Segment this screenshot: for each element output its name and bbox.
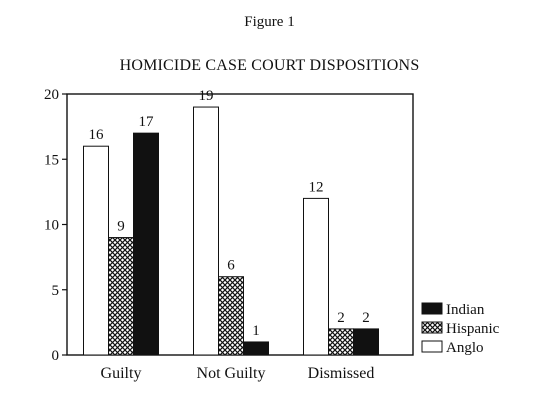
chart-title: HOMICIDE CASE COURT DISPOSITIONS (119, 57, 420, 74)
legend-label-indian: Indian (446, 302, 485, 318)
bar-anglo-not-guilty (193, 106, 219, 356)
bar-indian-dismissed (353, 328, 379, 356)
bar-hispanic-dismissed (328, 328, 354, 356)
y-tick-label: 15 (44, 152, 59, 168)
legend-label-hispanic: Hispanic (446, 321, 500, 337)
legend-label-anglo: Anglo (446, 340, 484, 356)
bar-value-label: 2 (362, 310, 370, 326)
legend-swatch-indian (421, 302, 443, 315)
legend: Indian Hispanic Anglo (421, 302, 500, 356)
y-tick-label: 0 (52, 348, 60, 364)
x-category-label: Dismissed (308, 365, 375, 382)
plot-area: 0 5 10 15 20 16 9 17 Guilty 19 6 1 Not Guilty 12 2 2 Dis… (44, 87, 414, 382)
bar-hispanic-guilty (108, 237, 134, 356)
bar-anglo-dismissed (303, 197, 329, 356)
figure-label: Figure 1 (244, 14, 295, 30)
y-tick-label: 20 (44, 87, 59, 103)
y-tick-label: 10 (44, 218, 59, 234)
bar-value-label: 12 (309, 179, 324, 195)
bar-hispanic-not-guilty (218, 276, 244, 356)
bar-indian-not-guilty (243, 341, 269, 356)
y-tick-label: 5 (52, 283, 60, 299)
x-category-label: Not Guilty (197, 365, 266, 382)
bar-value-label: 16 (89, 127, 105, 143)
bar-value-label: 17 (139, 114, 155, 130)
bar-value-label: 19 (199, 88, 214, 104)
bar-indian-guilty (133, 132, 159, 356)
bar-anglo-guilty (83, 145, 109, 356)
bar-value-label: 1 (252, 323, 260, 339)
bar-value-label: 9 (117, 219, 125, 235)
bar-value-label: 6 (227, 258, 235, 274)
bar-value-label: 2 (337, 310, 345, 326)
legend-swatch-anglo (421, 340, 443, 353)
legend-swatch-hispanic (421, 321, 443, 334)
x-category-label: Guilty (101, 365, 142, 382)
